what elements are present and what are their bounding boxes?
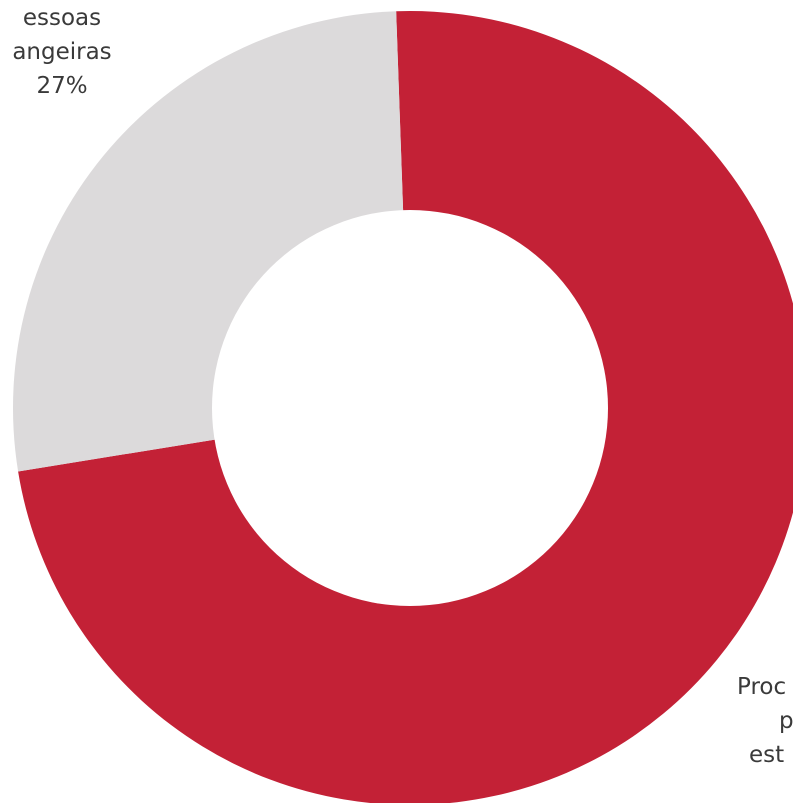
slice-label-portuguesas: Proc p est	[737, 670, 793, 772]
label-portuguesas-line1: Proc	[737, 674, 787, 700]
label-estrangeiras-line1: essoas	[22, 5, 102, 31]
label-estrangeiras-value: 27%	[36, 73, 88, 99]
label-portuguesas-line2: p	[779, 708, 793, 734]
donut-hole	[212, 210, 608, 606]
slice-portuguesas	[18, 11, 793, 803]
label-estrangeiras-line2: angeiras	[12, 39, 112, 65]
slice-label-estrangeiras: essoas angeiras 27%	[0, 1, 142, 103]
label-portuguesas-line3: est	[749, 742, 785, 768]
